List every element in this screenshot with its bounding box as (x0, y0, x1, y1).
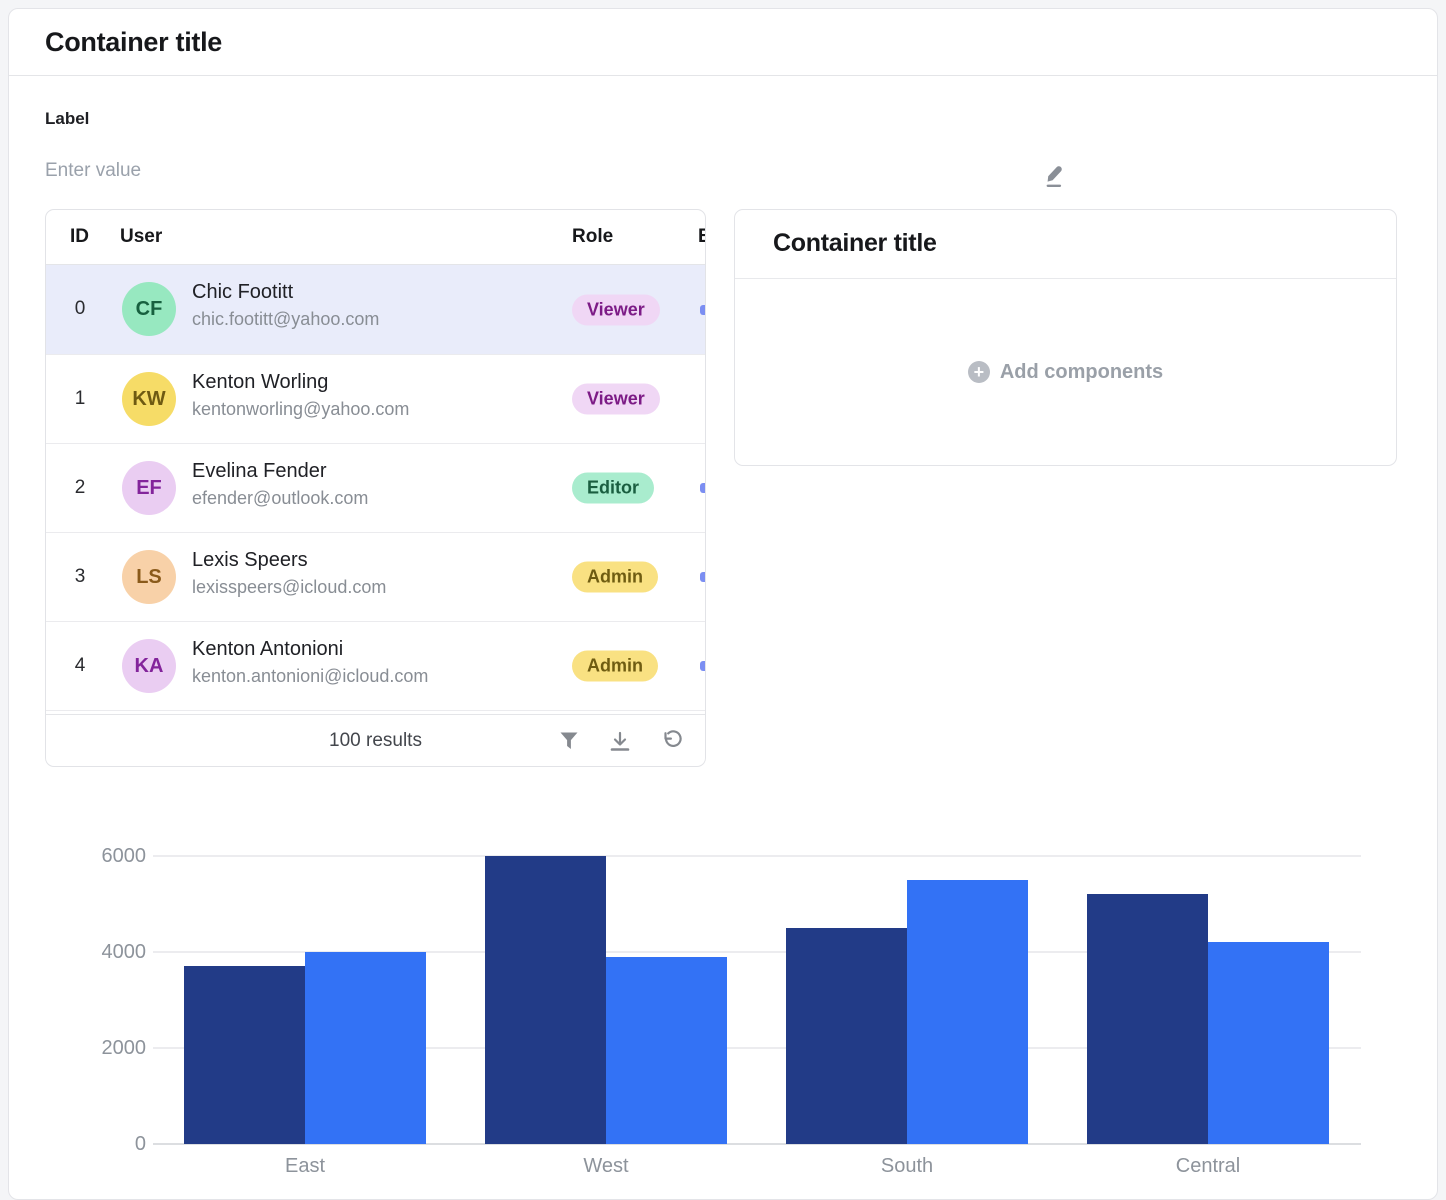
user-name: Kenton Antonioni (192, 638, 344, 660)
gridline-6000 (153, 855, 1361, 857)
table-body: 0 CF Chic Footitt chic.footitt@yahoo.com… (46, 265, 705, 711)
x-axis-label-west: West (583, 1155, 629, 1177)
x-axis-label-south: South (880, 1155, 934, 1177)
x-axis-label-central: Central (1175, 1155, 1241, 1177)
user-email: lexisspeers@icloud.com (192, 577, 387, 597)
user-name: Kenton Worling (192, 371, 329, 393)
pencil-icon[interactable] (1032, 154, 1072, 194)
table-row[interactable]: 0 CF Chic Footitt chic.footitt@yahoo.com… (46, 265, 705, 354)
y-axis-tick-6000: 6000 (101, 845, 147, 867)
role-badge: Editor (572, 472, 654, 504)
user-cell: Lexis Speers lexisspeers@icloud.com (192, 549, 386, 598)
column-header-user[interactable]: User (120, 226, 163, 247)
user-name: Evelina Fender (192, 460, 327, 482)
bar-east-series-1[interactable] (184, 966, 305, 1144)
bar-east-series-2[interactable] (305, 952, 426, 1144)
avatar: KA (122, 639, 176, 693)
row-id-cell: 2 (74, 477, 86, 498)
column-header-role[interactable]: Role (572, 226, 614, 247)
avatar: EF (122, 461, 176, 515)
table-row[interactable]: 4 KA Kenton Antonioni kenton.antonioni@i… (46, 621, 705, 710)
results-count: 100 results (329, 730, 422, 751)
nested-container: Container title + Add components (734, 209, 1397, 466)
user-email: kenton.antonioni@icloud.com (192, 666, 429, 686)
column-header-enabled-clipped[interactable]: E (698, 210, 705, 264)
table-header-row: ID User Role E (46, 210, 705, 265)
gridline-0 (153, 1143, 1361, 1145)
add-components-dropzone[interactable]: + Add components (735, 279, 1396, 465)
enabled-checkbox-clipped[interactable] (700, 304, 705, 315)
y-axis-tick-4000: 4000 (101, 941, 147, 963)
y-axis-tick-2000: 2000 (101, 1037, 147, 1059)
column-header-id[interactable]: ID (70, 226, 89, 247)
download-icon[interactable] (609, 731, 631, 752)
main-container-header: Container title (9, 9, 1437, 76)
user-cell: Kenton Worling kentonworling@yahoo.com (192, 371, 409, 420)
bar-west-series-1[interactable] (485, 856, 606, 1144)
bar-west-series-2[interactable] (606, 956, 727, 1144)
input-label: Label (45, 109, 90, 128)
avatar: LS (122, 550, 176, 604)
y-axis-tick-0: 0 (134, 1133, 146, 1155)
enabled-checkbox-clipped[interactable] (700, 572, 705, 582)
text-input[interactable] (45, 153, 365, 189)
table-row[interactable]: 2 EF Evelina Fender efender@outlook.com … (46, 443, 705, 532)
row-id-cell: 3 (74, 566, 86, 587)
gridline-2000 (153, 1047, 1361, 1049)
bar-central-series-1[interactable] (1087, 894, 1208, 1144)
user-cell: Evelina Fender efender@outlook.com (192, 460, 368, 509)
user-email: chic.footitt@yahoo.com (192, 309, 380, 329)
user-email: kentonworling@yahoo.com (192, 399, 410, 419)
role-badge: Viewer (572, 294, 660, 325)
nested-container-header: Container title (735, 210, 1396, 279)
user-cell: Chic Footitt chic.footitt@yahoo.com (192, 281, 379, 330)
nested-container-title: Container title (773, 229, 937, 257)
x-axis-label-east: East (284, 1155, 326, 1177)
enabled-checkbox-clipped[interactable] (700, 483, 705, 493)
gridline-4000 (153, 951, 1361, 953)
refresh-icon[interactable] (661, 730, 683, 752)
table-row[interactable]: 1 KW Kenton Worling kentonworling@yahoo.… (46, 354, 705, 443)
filter-icon[interactable] (559, 731, 579, 751)
add-components-label: Add components (999, 360, 1164, 383)
bar-chart: 0 2000 4000 6000 East West South Central (9, 844, 1437, 1194)
plus-circle-icon: + (967, 361, 990, 383)
user-email: efender@outlook.com (192, 488, 369, 508)
users-table: ID User Role E 0 CF Chic Footitt chic.fo… (45, 209, 706, 767)
page-title: Container title (45, 27, 223, 57)
table-footer: 100 results (46, 714, 705, 766)
row-id-cell: 1 (74, 388, 86, 409)
role-badge: Admin (572, 561, 658, 593)
user-cell: Kenton Antonioni kenton.antonioni@icloud… (192, 638, 428, 687)
main-container: Container title Label ID User Role E 0 C… (8, 8, 1438, 1200)
user-name: Lexis Speers (192, 549, 308, 571)
table-row[interactable]: 3 LS Lexis Speers lexisspeers@icloud.com… (46, 532, 705, 621)
row-id-cell: 4 (74, 655, 86, 676)
user-name: Chic Footitt (192, 281, 294, 303)
enabled-checkbox-clipped[interactable] (700, 661, 705, 671)
row-id-cell: 0 (74, 298, 86, 319)
bar-south-series-2[interactable] (907, 880, 1028, 1144)
role-badge: Viewer (572, 383, 660, 415)
bar-central-series-2[interactable] (1208, 942, 1329, 1144)
bar-south-series-1[interactable] (786, 928, 907, 1144)
role-badge: Admin (572, 650, 658, 682)
avatar: CF (122, 282, 176, 336)
avatar: KW (122, 372, 176, 426)
